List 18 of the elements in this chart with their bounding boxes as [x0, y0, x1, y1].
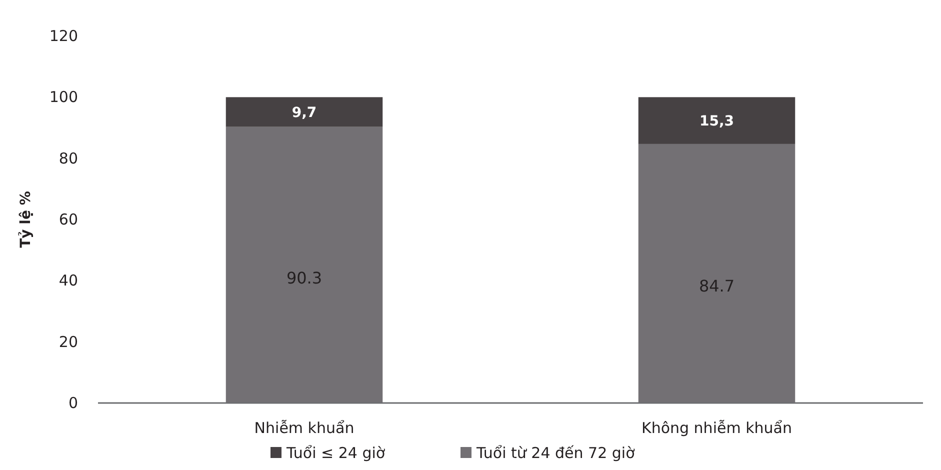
y-tick-label: 20: [58, 332, 78, 351]
legend-label: Tuổi từ 24 đến 72 giờ: [476, 444, 636, 462]
y-tick-label: 60: [58, 210, 78, 228]
legend-label: Tuổi ≤ 24 giờ: [286, 444, 386, 462]
y-axis-title: Tỷ lệ %: [18, 191, 34, 248]
y-tick-label: 100: [49, 88, 78, 106]
data-label: 84.7: [698, 276, 735, 296]
data-label: 90.3: [286, 268, 322, 288]
x-tick-label: Không nhiễm khuẩn: [641, 419, 792, 437]
x-tick-label: Nhiễm khuẩn: [254, 419, 354, 437]
y-tick-label: 80: [58, 149, 78, 168]
data-label: 9,7: [292, 105, 317, 121]
y-tick-label: 120: [49, 27, 78, 45]
y-tick-label: 40: [58, 272, 78, 290]
y-tick-label: 0: [68, 394, 78, 412]
bar: [226, 97, 383, 127]
data-label: 15,3: [699, 114, 734, 130]
bar: [638, 97, 796, 144]
